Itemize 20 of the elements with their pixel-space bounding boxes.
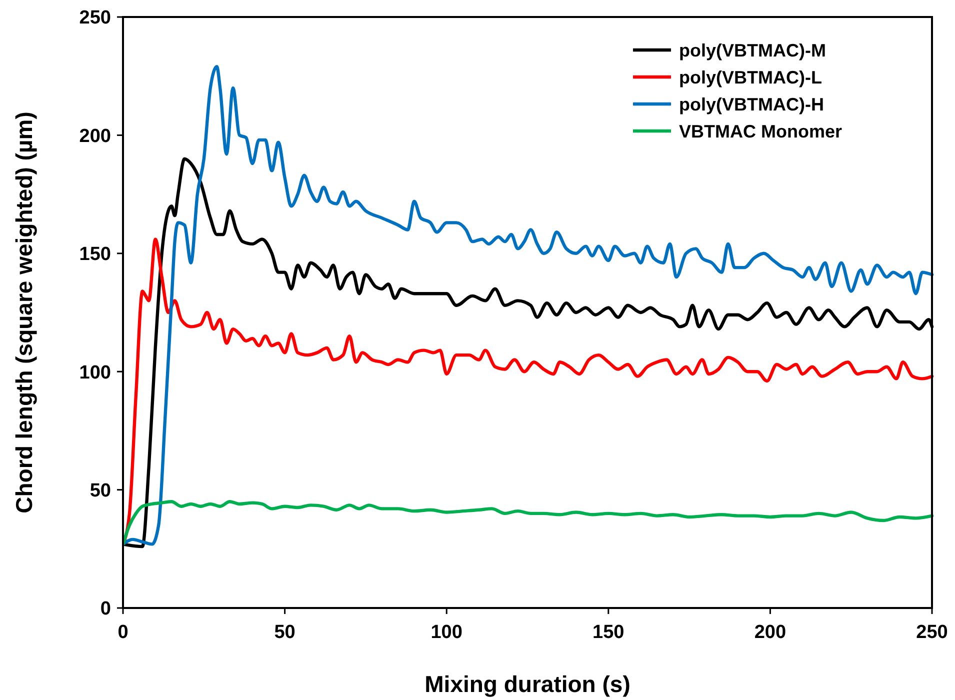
y-axis-title: Chord length (square weighted) (µm) (11, 112, 37, 514)
y-tick-label: 100 (79, 362, 111, 384)
y-tick-label: 200 (79, 126, 111, 147)
x-tick-label: 250 (916, 622, 948, 643)
line-series (123, 65, 934, 546)
x-tick-label: 150 (592, 622, 624, 643)
legend-label: poly(VBTMAC)-L (679, 67, 822, 88)
legend-label: poly(VBTMAC)-M (679, 40, 826, 60)
x-tick-label: 200 (754, 622, 786, 643)
line-series (123, 500, 934, 546)
x-axis-title: Mixing duration (s) (424, 671, 630, 697)
y-tick-label: 150 (79, 244, 111, 266)
y-tick-label: 250 (79, 8, 111, 29)
x-tick-label: 50 (274, 622, 296, 643)
legend-label: poly(VBTMAC)-H (679, 94, 824, 114)
x-tick-label: 100 (430, 622, 462, 643)
y-tick-label: 0 (100, 598, 111, 620)
y-tick-label: 50 (90, 480, 111, 502)
legend-label: VBTMAC Monomer (679, 121, 842, 142)
x-tick-label: 0 (118, 622, 128, 643)
